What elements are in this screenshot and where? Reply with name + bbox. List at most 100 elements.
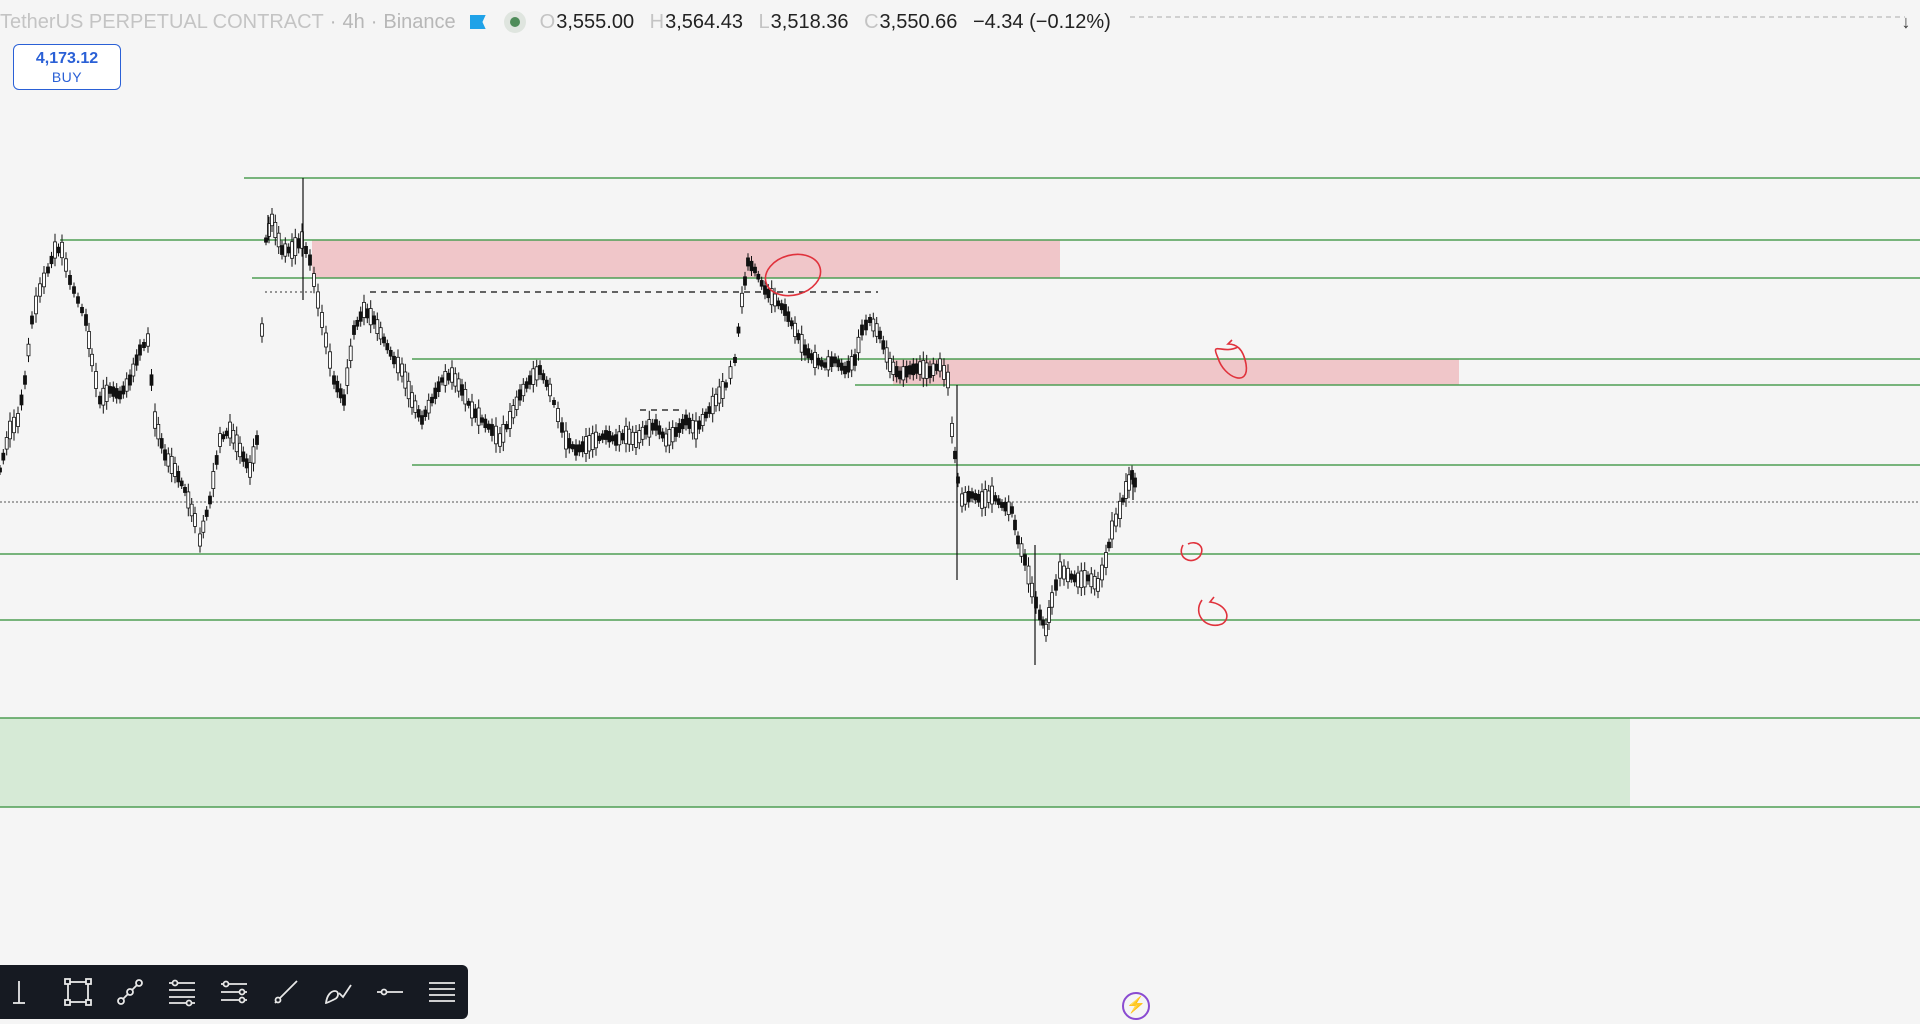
candle-body [564,430,568,450]
candle-body [166,453,171,467]
market-status-icon[interactable] [503,11,526,33]
candle-body [833,356,837,364]
candle-body [193,513,197,527]
candle-body [577,444,582,453]
candle-body [1100,564,1104,581]
parallel-channel-tool[interactable] [208,965,260,1019]
candle-body [518,389,522,401]
candle-body [1066,567,1070,583]
supply-zone-upper[interactable] [312,240,1060,278]
candle-body [416,409,421,418]
candle-body [12,416,16,434]
menu-icon [429,982,455,1002]
candle-body [946,371,950,389]
brush-tool[interactable] [312,965,364,1019]
candle-body [819,360,824,367]
demand-zone-lower[interactable] [0,718,1630,807]
arrow-down-icon[interactable]: ↓ [1901,12,1911,32]
candle-body [1023,554,1027,566]
high-value: 3,564.43 [665,10,743,33]
interval-label[interactable]: 4h [342,10,365,33]
lightning-icon[interactable]: ⚡ [1122,992,1150,1020]
candle-body [584,436,588,454]
candle-body [436,381,441,392]
candle-body [128,374,132,386]
candle-body [273,221,278,238]
supply-zone-middle[interactable] [893,359,1459,385]
rectangle-tool[interactable] [52,965,104,1019]
candle-body [908,365,912,375]
candle-body [214,455,219,465]
candle-body [928,366,932,378]
candle-body [1026,565,1031,585]
candle-body [23,375,27,385]
candle-body [420,415,424,425]
candle-body [650,422,655,431]
candle-body [159,438,164,449]
candle-body [98,395,102,405]
trend-line-tool[interactable] [104,965,156,1019]
candle-body [567,438,572,449]
candle-body [667,429,672,446]
candle-body [189,503,194,517]
candle-body [392,355,396,365]
candle-body [570,444,575,450]
candle-body [724,382,728,388]
candle-body [704,411,708,419]
candle-body [280,245,284,255]
candle-body [733,356,737,363]
candle-body [856,336,861,354]
candle-body [763,285,767,295]
candle-body [901,366,906,381]
candle-body [68,274,72,285]
candle-body [544,379,549,387]
horizontal-line-icon [377,988,403,996]
annotation-curl[interactable] [1197,596,1228,627]
candle-body [1121,497,1125,503]
candle-body [664,433,668,447]
candle-body [874,323,879,337]
candle-body [640,426,645,440]
candle-body [179,480,184,487]
flag-icon[interactable] [469,15,486,29]
candle-body [501,423,506,443]
buy-order-button[interactable]: 4,173.12 BUY [13,44,121,90]
candle-body [138,344,142,356]
candle-body [446,372,451,381]
candle-body [293,237,298,256]
candle-body [531,368,536,385]
candle-body [680,418,685,430]
more-tools[interactable] [416,965,468,1019]
candle-body [382,336,386,344]
candle-body [201,520,206,533]
candle-body [365,308,370,319]
ray-tool[interactable] [260,965,312,1019]
candle-body [290,241,294,259]
annotation-curl[interactable] [1180,541,1203,562]
fib-retracement-tool[interactable] [156,965,208,1019]
annotation-ellipse[interactable] [761,248,825,301]
candle-body [826,356,831,371]
exchange-label[interactable]: Binance [383,10,456,33]
candle-body [684,414,688,426]
candle-body [1003,501,1008,512]
text-cursor-tool[interactable] [0,965,52,1019]
candle-body [16,413,20,427]
candle-body [552,399,556,405]
horizontal-line-tool[interactable] [364,965,416,1019]
candle-body [504,423,509,430]
candle-body [342,394,346,406]
candle-body [1079,570,1084,589]
symbol-title[interactable]: TetherUS PERPETUAL CONTRACT [0,10,324,33]
candle-body [312,273,316,287]
candle-body [1133,477,1137,488]
candle-body [1041,619,1045,626]
candle-body [375,319,380,335]
annotation-curl[interactable] [1214,339,1248,379]
candle-body [590,433,595,451]
candle-body [878,330,882,340]
candle-body [884,347,889,363]
candle-body [644,425,648,435]
candle-body [173,463,177,477]
